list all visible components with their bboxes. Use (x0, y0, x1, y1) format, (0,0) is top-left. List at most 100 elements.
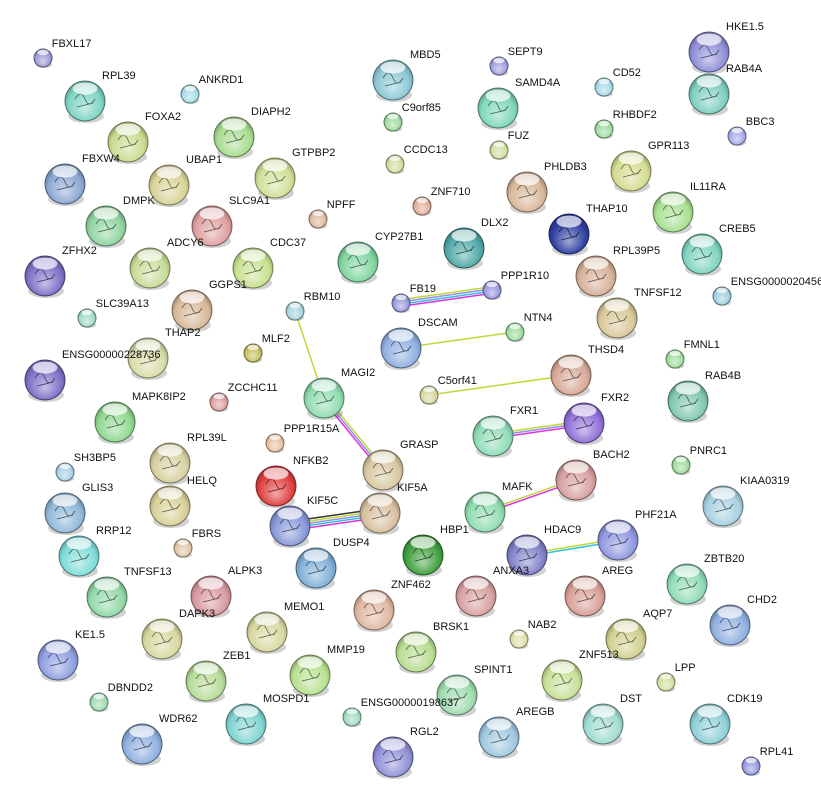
node-dapk3[interactable]: DAPK3 (141, 608, 215, 661)
node-adcy6[interactable]: ADCY6 (129, 237, 204, 290)
node-helq[interactable]: HELQ (149, 475, 217, 528)
node-nfkb2[interactable]: NFKB2 (255, 455, 328, 508)
node-ppp1r10[interactable]: PPP1R10 (482, 270, 549, 300)
node-samd4a[interactable]: SAMD4A (477, 77, 561, 130)
node-fbxw4[interactable]: FBXW4 (44, 153, 120, 206)
node-cdc37[interactable]: CDC37 (232, 237, 306, 290)
node-cyp27b1[interactable]: CYP27B1 (337, 231, 423, 284)
node-ankrd1[interactable]: ANKRD1 (180, 74, 243, 104)
node-zfhx2[interactable]: ZFHX2 (24, 245, 97, 298)
node-spint1[interactable]: SPINT1 (436, 664, 513, 717)
node-aregb[interactable]: AREGB (478, 706, 555, 759)
node-ensg00000198637[interactable]: ENSG00000198637 (342, 697, 459, 727)
node-rbm10[interactable]: RBM10 (285, 291, 340, 321)
node-pnrc1[interactable]: PNRC1 (671, 445, 727, 475)
node-fuz[interactable]: FUZ (489, 130, 529, 160)
node-rpl41[interactable]: RPL41 (741, 746, 793, 776)
node-phf21a[interactable]: PHF21A (597, 509, 677, 562)
node-npff[interactable]: NPFF (308, 199, 356, 229)
node-kif5a[interactable]: KIF5A (359, 482, 428, 535)
node-znf513[interactable]: ZNF513 (541, 649, 619, 702)
node-dmpk[interactable]: DMPK (85, 195, 155, 248)
node-mapk8ip2[interactable]: MAPK8IP2 (94, 391, 186, 444)
node-kif5c[interactable]: KIF5C (269, 495, 338, 548)
node-rpl39[interactable]: RPL39 (64, 70, 136, 123)
node-zcchc11[interactable]: ZCCHC11 (209, 382, 278, 412)
node-tnfsf12[interactable]: TNFSF12 (596, 287, 682, 340)
node-fb19[interactable]: FB19 (391, 283, 436, 313)
node-thap2[interactable]: THAP2 (127, 327, 200, 380)
node-fxr2[interactable]: FXR2 (563, 392, 629, 445)
node-slc39a13[interactable]: SLC39A13 (77, 298, 149, 328)
node-cd52[interactable]: CD52 (594, 67, 641, 97)
node-ensg0000020456[interactable]: ENSG0000020456 (712, 276, 821, 306)
node-sept9[interactable]: SEPT9 (489, 46, 543, 76)
edge-FB19-PPP1R10[interactable] (400, 285, 493, 308)
node-znf462[interactable]: ZNF462 (353, 579, 431, 632)
node-chd2[interactable]: CHD2 (709, 594, 777, 647)
node-ubap1[interactable]: UBAP1 (148, 154, 222, 207)
node-rhbdf2[interactable]: RHBDF2 (594, 109, 657, 139)
node-rab4a[interactable]: RAB4A (688, 63, 763, 116)
node-zeb1[interactable]: ZEB1 (185, 650, 251, 703)
node-wdr62[interactable]: WDR62 (121, 713, 198, 766)
node-areg[interactable]: AREG (564, 565, 633, 618)
node-glis3[interactable]: GLIS3 (44, 482, 113, 535)
node-lpp[interactable]: LPP (656, 662, 696, 692)
node-rrp12[interactable]: RRP12 (58, 525, 131, 578)
node-ke1.5[interactable]: KE1.5 (37, 629, 105, 682)
edge-C5orf41-THSD4[interactable] (428, 374, 572, 396)
node-rab4b[interactable]: RAB4B (667, 370, 741, 423)
node-mlf2[interactable]: MLF2 (243, 333, 290, 363)
node-alpk3[interactable]: ALPK3 (190, 565, 262, 618)
node-hbp1[interactable]: HBP1 (402, 524, 469, 577)
node-dscam[interactable]: DSCAM (380, 317, 458, 370)
node-bach2[interactable]: BACH2 (555, 449, 630, 502)
node-ppp1r15a[interactable]: PPP1R15A (265, 423, 340, 453)
node-mmp19[interactable]: MMP19 (289, 644, 365, 697)
node-foxa2[interactable]: FOXA2 (107, 111, 181, 164)
node-rpl39p5[interactable]: RPL39P5 (575, 245, 660, 298)
node-rpl39l[interactable]: RPL39L (149, 432, 227, 485)
node-ntn4[interactable]: NTN4 (505, 312, 552, 342)
node-rgl2[interactable]: RGL2 (372, 726, 439, 779)
node-magi2[interactable]: MAGI2 (303, 367, 375, 420)
node-zbtb20[interactable]: ZBTB20 (666, 553, 744, 606)
node-fbxl17[interactable]: FBXL17 (33, 38, 92, 68)
node-gpr113[interactable]: GPR113 (610, 140, 689, 193)
node-ensg00000228736[interactable]: ENSG00000228736 (24, 349, 160, 402)
node-dbndd2[interactable]: DBNDD2 (89, 682, 153, 712)
node-nab2[interactable]: NAB2 (509, 619, 557, 649)
node-kiaa0319[interactable]: KIAA0319 (702, 475, 790, 528)
node-memo1[interactable]: MEMO1 (246, 601, 324, 654)
node-diaph2[interactable]: DIAPH2 (213, 106, 291, 159)
node-creb5[interactable]: CREB5 (681, 223, 756, 276)
node-sh3bp5[interactable]: SH3BP5 (55, 452, 116, 482)
node-znf710[interactable]: ZNF710 (412, 186, 471, 216)
node-fmnl1[interactable]: FMNL1 (665, 339, 720, 369)
node-cdk19[interactable]: CDK19 (689, 693, 762, 746)
node-mbd5[interactable]: MBD5 (372, 49, 441, 102)
node-dusp4[interactable]: DUSP4 (295, 537, 370, 590)
node-hdac9[interactable]: HDAC9 (506, 524, 581, 577)
node-mafk[interactable]: MAFK (464, 481, 533, 534)
node-slc9a1[interactable]: SLC9A1 (191, 195, 270, 248)
node-aqp7[interactable]: AQP7 (605, 608, 672, 661)
node-c5orf41[interactable]: C5orf41 (419, 375, 477, 405)
node-il11ra[interactable]: IL11RA (652, 181, 727, 234)
node-thsd4[interactable]: THSD4 (550, 344, 624, 397)
node-bbc3[interactable]: BBC3 (727, 116, 775, 146)
node-ccdc13[interactable]: CCDC13 (385, 144, 448, 174)
node-c9orf85[interactable]: C9orf85 (383, 102, 441, 132)
node-dlx2[interactable]: DLX2 (443, 217, 509, 270)
node-fbrs[interactable]: FBRS (173, 528, 221, 558)
node-phldb3[interactable]: PHLDB3 (506, 161, 587, 214)
node-grasp[interactable]: GRASP (362, 439, 439, 492)
node-hke1.5[interactable]: HKE1.5 (688, 21, 764, 74)
node-thap10[interactable]: THAP10 (548, 203, 628, 256)
node-mospd1[interactable]: MOSPD1 (225, 693, 309, 746)
node-tnfsf13[interactable]: TNFSF13 (86, 566, 172, 619)
node-fxr1[interactable]: FXR1 (472, 405, 538, 458)
node-ggps1[interactable]: GGPS1 (171, 279, 247, 332)
node-gtpbp2[interactable]: GTPBP2 (254, 147, 335, 200)
